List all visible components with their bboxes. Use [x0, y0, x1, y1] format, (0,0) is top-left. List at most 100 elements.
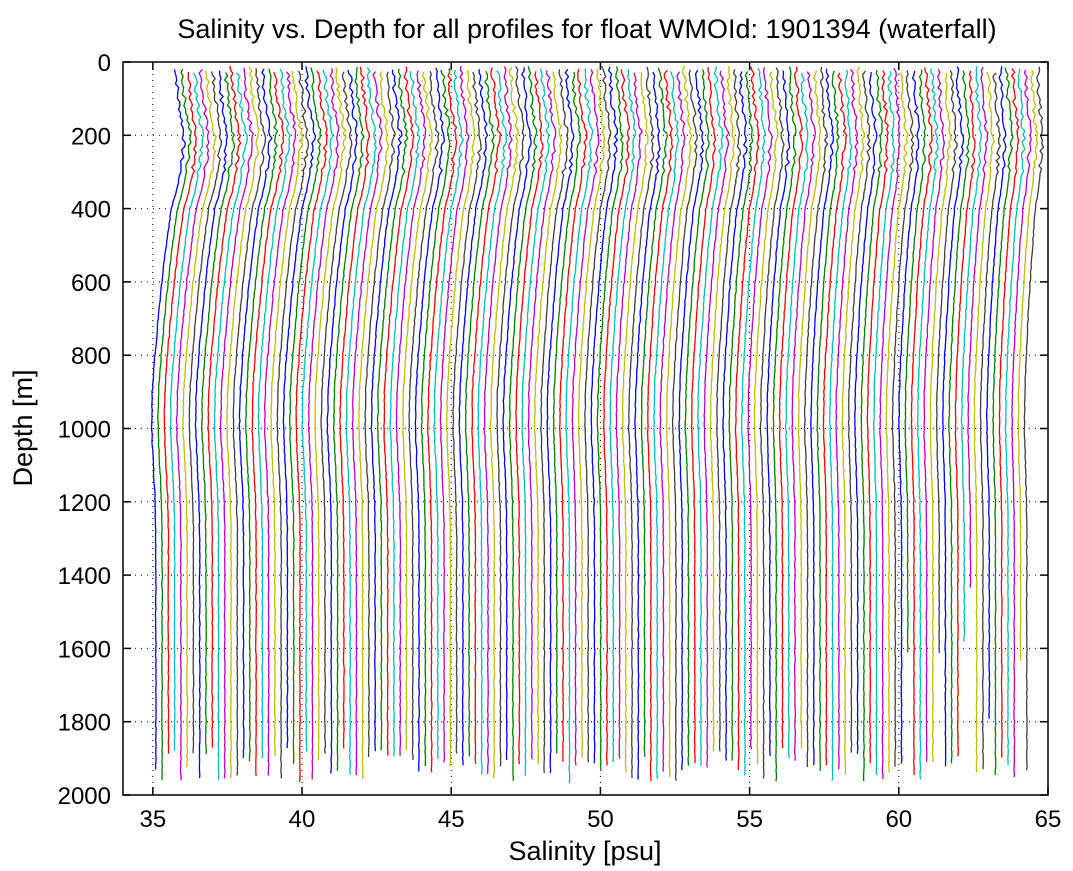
- y-tick-label: 1400: [58, 563, 111, 590]
- profile-line: [646, 69, 674, 782]
- profile-line: [364, 71, 396, 757]
- profile-line: [609, 69, 637, 763]
- profile-line: [671, 69, 698, 781]
- profile-line: [847, 70, 872, 753]
- profile-line: [872, 71, 895, 775]
- profile-line: [973, 72, 995, 773]
- profile-line: [314, 67, 348, 761]
- y-tick-label: 800: [71, 343, 111, 370]
- profile-line: [301, 69, 334, 752]
- x-tick-label: 50: [587, 806, 614, 833]
- x-tick-labels: 35 40 45 50 55 60 65: [139, 806, 1061, 833]
- profile-line: [552, 71, 582, 754]
- profile-line: [898, 70, 921, 764]
- profile-line: [740, 67, 767, 776]
- profile-line: [219, 67, 255, 779]
- profile-line: [238, 68, 273, 758]
- chart-title: Salinity vs. Depth for all profiles for …: [177, 14, 996, 44]
- profile-line: [515, 71, 544, 765]
- profile-line: [496, 66, 525, 767]
- profile-line: [182, 70, 217, 768]
- profile-lines: [150, 65, 1045, 784]
- profile-line: [357, 71, 389, 779]
- profile-line: [376, 68, 409, 751]
- profile-line: [1017, 70, 1039, 661]
- profile-line: [502, 67, 532, 760]
- profile-line: [540, 69, 569, 773]
- profile-line: [998, 68, 1020, 758]
- profile-line: [784, 72, 809, 759]
- profile-line: [665, 65, 693, 778]
- y-axis-label: Depth [m]: [8, 369, 38, 486]
- y-tick-label: 1000: [58, 417, 111, 444]
- profile-line: [194, 70, 228, 779]
- profile-line: [772, 66, 797, 782]
- profile-line: [822, 72, 848, 766]
- profile-line: [759, 67, 785, 779]
- profile-line: [471, 67, 502, 764]
- profile-line: [929, 72, 952, 762]
- profile-line: [734, 66, 760, 771]
- profile-line: [986, 66, 1007, 719]
- profile-line: [627, 66, 655, 779]
- x-tick-label: 65: [1035, 806, 1062, 833]
- profile-line: [829, 69, 853, 781]
- x-tick-label: 45: [438, 806, 465, 833]
- profile-line: [175, 68, 210, 781]
- profile-line: [584, 65, 612, 763]
- x-tick-label: 60: [885, 806, 912, 833]
- y-tick-label: 0: [98, 50, 111, 77]
- profile-line: [477, 70, 508, 775]
- x-axis-label: Salinity [psu]: [508, 836, 661, 866]
- profile-line: [226, 66, 260, 779]
- profile-line: [508, 66, 538, 781]
- profile-line: [803, 66, 829, 768]
- profile-line: [1023, 66, 1045, 771]
- profile-line: [866, 70, 890, 764]
- profile-line: [282, 66, 317, 749]
- profile-line: [251, 71, 285, 776]
- profile-line: [326, 69, 358, 774]
- profile-line: [753, 71, 779, 765]
- profile-line: [841, 66, 866, 775]
- x-tick-label: 35: [139, 806, 166, 833]
- x-tick-label: 55: [736, 806, 763, 833]
- profile-line: [810, 68, 835, 766]
- profile-line: [483, 66, 513, 774]
- profile-line: [684, 69, 710, 766]
- profile-line: [778, 66, 804, 749]
- profile-line: [188, 71, 223, 754]
- profile-line: [213, 72, 248, 781]
- profile-line: [458, 69, 489, 766]
- profile-line: [954, 70, 976, 757]
- profile-line: [879, 67, 901, 780]
- profile-line: [439, 65, 470, 763]
- profile-line: [395, 70, 427, 757]
- profile-line: [678, 69, 705, 771]
- profile-line: [967, 66, 989, 588]
- profile-line: [452, 71, 482, 754]
- profile-line: [659, 71, 686, 772]
- profile-line: [288, 67, 322, 764]
- profile-line: [332, 66, 365, 771]
- profile-line: [634, 71, 661, 780]
- profile-line: [766, 70, 791, 757]
- profile-line: [690, 67, 717, 764]
- profile-line: [904, 69, 927, 653]
- profile-line: [427, 68, 458, 773]
- profile-line: [533, 71, 563, 765]
- profile-line: [891, 70, 915, 767]
- profile-line: [1004, 68, 1027, 766]
- profile-line: [383, 66, 415, 756]
- profile-line: [577, 68, 606, 758]
- profile-line: [339, 66, 371, 749]
- profile-line: [747, 67, 773, 750]
- profile-line: [615, 72, 644, 759]
- profile-line: [935, 70, 958, 654]
- profile-line: [270, 70, 304, 757]
- profile-line: [916, 68, 939, 780]
- profile-line: [527, 70, 557, 760]
- profile-line: [345, 67, 378, 776]
- profile-line: [571, 69, 600, 766]
